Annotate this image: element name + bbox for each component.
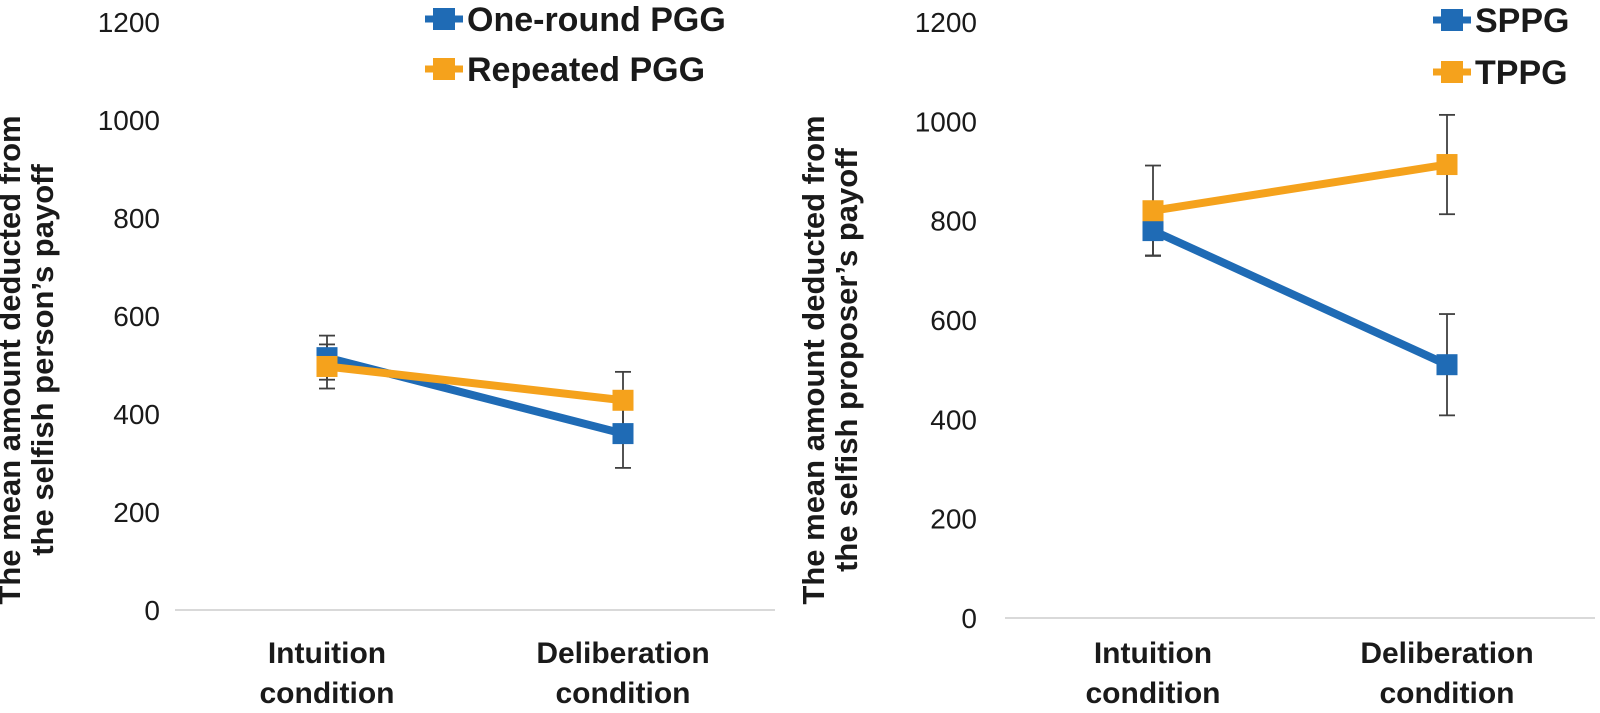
y-tick-label: 1200 bbox=[915, 7, 977, 38]
series-line-sppg bbox=[1151, 226, 1449, 369]
legend-item: TPPG bbox=[1433, 54, 1568, 92]
y-axis-title-line: the selfish proposer’s payoff bbox=[829, 147, 864, 571]
x-category-label-line: Intuition bbox=[1094, 637, 1212, 670]
data-point-marker-sppg bbox=[1436, 354, 1458, 376]
x-category-label-line: condition bbox=[1086, 677, 1221, 710]
legend-item: One-round PGG bbox=[425, 1, 726, 39]
legend: One-round PGG Repeated PGG bbox=[425, 1, 726, 89]
y-tick-label: 0 bbox=[144, 595, 160, 626]
data-point-marker-tppg bbox=[1142, 200, 1164, 222]
y-tick-label: 1200 bbox=[98, 7, 160, 38]
x-category-label-line: Deliberation bbox=[1360, 637, 1533, 670]
x-category-label-line: condition bbox=[1380, 677, 1515, 710]
legend-item: Repeated PGG bbox=[425, 51, 705, 89]
legend-item: SPPG bbox=[1433, 2, 1569, 40]
y-axis-title-line: the selfish person’s payoff bbox=[25, 164, 60, 556]
y-tick-label: 0 bbox=[961, 603, 977, 634]
y-tick-label: 200 bbox=[113, 497, 160, 528]
x-category-label-line: Intuition bbox=[268, 637, 386, 670]
legend-marker-square bbox=[433, 8, 455, 30]
data-point-marker-sppg bbox=[1142, 220, 1164, 242]
y-tick-label: 800 bbox=[930, 206, 977, 237]
y-tick-label: 400 bbox=[930, 404, 977, 435]
legend-marker-square bbox=[1441, 9, 1463, 31]
legend-marker-square bbox=[433, 58, 455, 80]
legend-marker-square bbox=[1441, 61, 1463, 83]
y-tick-label: 200 bbox=[930, 504, 977, 535]
y-tick-label: 1000 bbox=[915, 106, 977, 137]
data-point-marker-repeated-pgg bbox=[316, 355, 338, 377]
data-point-marker-repeated-pgg bbox=[612, 389, 634, 411]
y-tick-label: 400 bbox=[113, 399, 160, 430]
x-category-label-line: condition bbox=[260, 677, 395, 710]
legend-label: One-round PGG bbox=[467, 1, 726, 39]
series-line-tppg bbox=[1152, 160, 1448, 215]
y-axis-title-line: The mean amount deducted from bbox=[0, 115, 27, 604]
x-category-label-line: Deliberation bbox=[536, 637, 709, 670]
y-tick-label: 800 bbox=[113, 203, 160, 234]
y-tick-label: 1000 bbox=[98, 105, 160, 136]
x-category-label-line: condition bbox=[556, 677, 691, 710]
data-point-marker-one-round-pgg bbox=[612, 423, 634, 445]
legend: SPPG TPPG bbox=[1433, 2, 1569, 92]
legend-label: Repeated PGG bbox=[467, 51, 705, 89]
y-tick-label: 600 bbox=[930, 305, 977, 336]
y-tick-label: 600 bbox=[113, 301, 160, 332]
series-line-repeated-pgg bbox=[326, 362, 624, 405]
legend-label: TPPG bbox=[1475, 54, 1568, 92]
y-axis-title-line: The mean amount deducted from bbox=[796, 115, 831, 604]
legend-label: SPPG bbox=[1475, 2, 1569, 40]
data-point-marker-tppg bbox=[1436, 154, 1458, 176]
